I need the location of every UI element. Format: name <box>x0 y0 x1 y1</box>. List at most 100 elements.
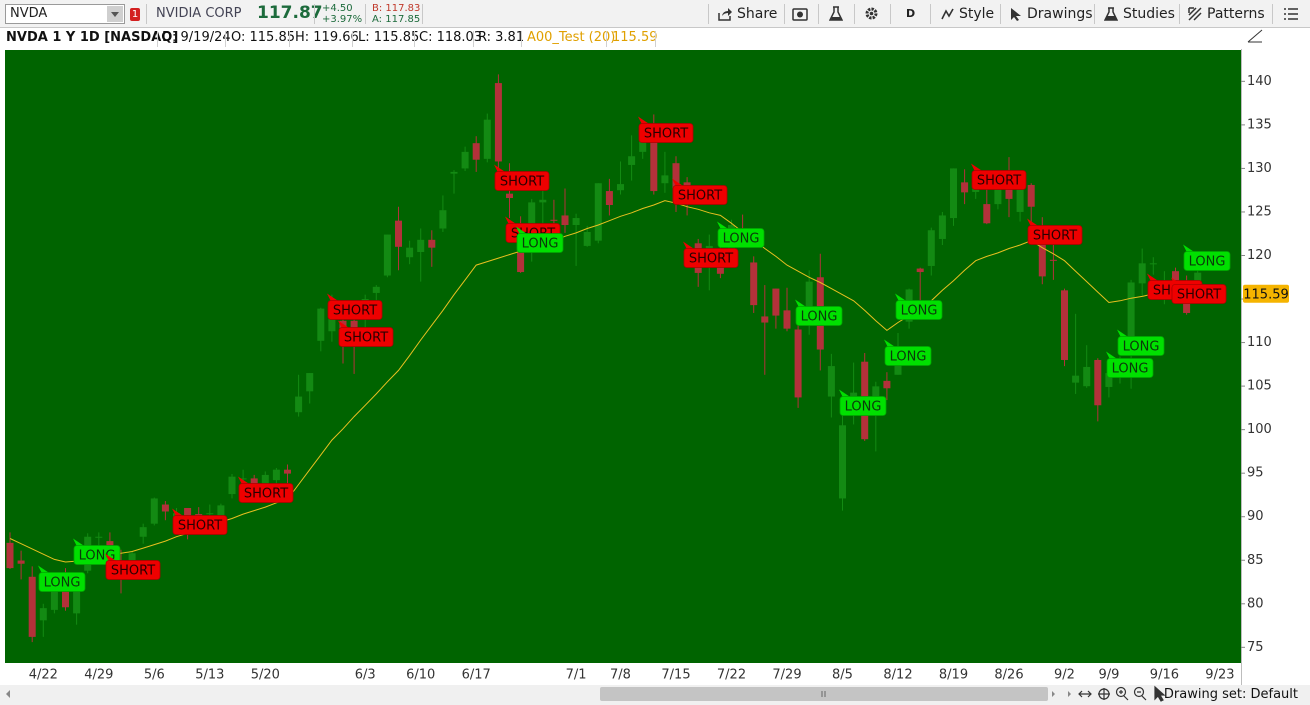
signal-box <box>338 327 394 347</box>
candle-body <box>450 171 458 174</box>
candle-body <box>372 286 380 293</box>
alert-badge[interactable]: 1 <box>130 8 140 21</box>
candle-body <box>150 498 158 524</box>
share-button[interactable]: Share <box>718 0 777 28</box>
candle-body <box>983 204 991 224</box>
candle-body <box>883 380 891 389</box>
study-value-tag-label: 115.59 <box>1243 287 1289 302</box>
signal-bubble: LONG <box>73 538 121 565</box>
info-bar: NVDA 1 Y 1D [NASDAQ] D: 9/19/24 O: 115.8… <box>0 28 1242 49</box>
signal-tail <box>839 389 851 398</box>
candle-body <box>317 308 325 341</box>
signal-label: LONG <box>723 232 760 247</box>
signal-tail <box>672 178 684 187</box>
x-tick-label: 7/8 <box>610 668 631 683</box>
signal-label: SHORT <box>678 189 722 204</box>
signal-box <box>1183 251 1231 271</box>
separator <box>854 4 855 24</box>
signal-label: LONG <box>1189 255 1226 270</box>
candle-body <box>1072 375 1080 383</box>
studies-button[interactable]: Studies <box>1104 0 1175 28</box>
patterns-button[interactable]: Patterns <box>1188 0 1265 28</box>
candle-body <box>284 469 291 474</box>
x-tick-label: 7/29 <box>772 668 801 683</box>
signal-box <box>105 560 161 580</box>
drawings-label: Drawings <box>1027 6 1093 22</box>
candle-body <box>306 373 314 392</box>
settings-button[interactable] <box>864 6 879 21</box>
separator <box>414 31 415 47</box>
zoom-tools[interactable] <box>1078 685 1166 702</box>
signal-bubble: SHORT <box>1027 218 1083 245</box>
separator <box>146 4 147 24</box>
x-tick-label: 6/10 <box>406 668 435 683</box>
symbol-dropdown[interactable] <box>107 6 123 22</box>
lab-button[interactable] <box>829 6 843 22</box>
signal-box <box>38 572 86 592</box>
candle-body <box>839 425 846 499</box>
signal-tail <box>327 293 339 302</box>
candle-body <box>650 133 658 192</box>
signal-label: LONG <box>44 576 81 591</box>
candle-body <box>95 536 103 538</box>
signal-label: SHORT <box>244 487 288 502</box>
signal-tail <box>105 553 117 562</box>
study-value-tag <box>1243 284 1289 303</box>
candle-body <box>261 474 269 488</box>
drawing-set[interactable]: Drawing set: Default <box>1163 687 1298 702</box>
signal-label: SHORT <box>1033 229 1077 244</box>
candle-body <box>417 239 425 253</box>
separator <box>1272 4 1273 24</box>
ask: A: 117.85 <box>372 14 421 25</box>
candle-body <box>850 392 858 397</box>
y-tick-label: 110 <box>1247 335 1272 350</box>
drawings-button[interactable]: Drawings <box>1010 0 1093 28</box>
style-icon <box>941 8 954 20</box>
signal-label: SHORT <box>689 252 733 267</box>
symbol-input[interactable]: NVDA <box>5 4 125 24</box>
aggregation-button[interactable]: D <box>906 0 915 28</box>
candle-body <box>1049 259 1057 261</box>
signal-box <box>1027 225 1083 245</box>
signal-bubble: LONG <box>38 565 86 592</box>
separator <box>818 4 819 24</box>
snapshot-button[interactable] <box>792 7 808 21</box>
signal-bubble: LONG <box>717 221 765 248</box>
axis-icon[interactable] <box>1247 29 1263 43</box>
separator <box>890 4 891 24</box>
signal-tail <box>494 164 506 173</box>
scroll-left[interactable] <box>6 690 10 698</box>
candle-body <box>161 504 169 512</box>
candle-body <box>73 581 81 614</box>
signal-tail <box>73 538 85 547</box>
candle-body <box>1094 359 1102 406</box>
signal-tail <box>516 226 528 235</box>
signal-tail <box>638 116 650 125</box>
signal-tail <box>1183 244 1195 253</box>
signal-tail <box>971 163 983 172</box>
candle-body <box>605 191 613 205</box>
candle-body <box>805 281 813 318</box>
style-button[interactable]: Style <box>940 0 994 28</box>
study-name: A00_Test (20) <box>527 30 616 45</box>
candle-body <box>927 230 935 266</box>
y-tick-label: 140 <box>1247 74 1272 89</box>
signal-label: SHORT <box>500 175 544 190</box>
menu-button[interactable] <box>1284 8 1298 20</box>
candle-body <box>395 220 402 247</box>
candle-body <box>383 234 391 276</box>
signal-label: LONG <box>845 400 882 415</box>
signal-label: SHORT <box>644 127 688 142</box>
signal-bubble: LONG <box>895 293 943 320</box>
candle-body <box>1016 183 1024 212</box>
candle-body <box>139 527 147 537</box>
signal-box <box>683 248 739 268</box>
x-tick-label: 5/13 <box>195 668 224 683</box>
separator <box>784 4 785 24</box>
signal-label: SHORT <box>977 174 1021 189</box>
scrollbar-thumb[interactable] <box>600 687 1048 701</box>
studies-label: Studies <box>1123 6 1175 22</box>
signal-tail <box>505 216 517 225</box>
signal-box <box>672 185 728 205</box>
